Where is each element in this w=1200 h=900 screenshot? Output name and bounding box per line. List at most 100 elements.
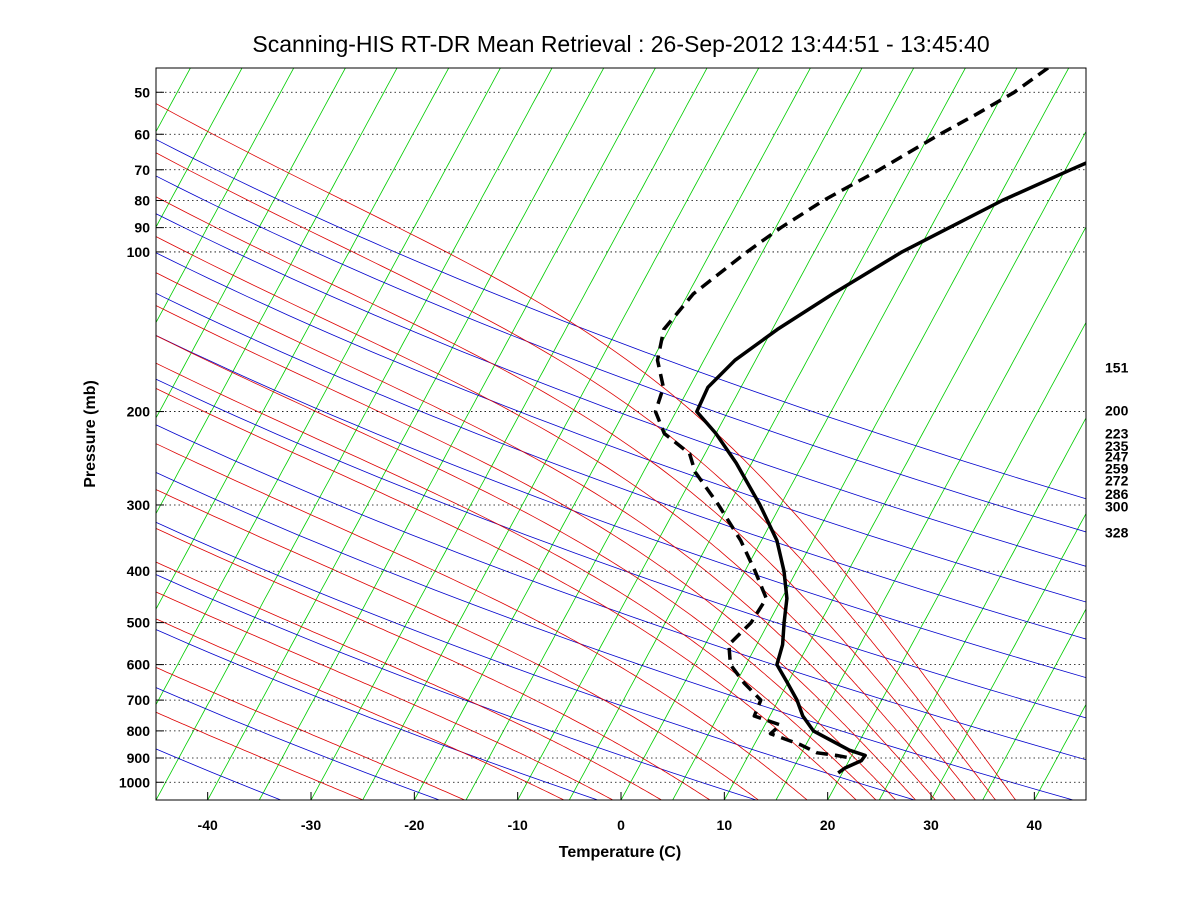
right-label: 272	[1105, 473, 1129, 489]
plot-frame	[155, 67, 1087, 801]
moist-adiabat-line	[156, 335, 896, 800]
isotherm-line	[775, 226, 1086, 800]
moist-adiabat-line	[156, 527, 711, 800]
moist-adiabat-line	[156, 561, 662, 800]
isotherm-line	[310, 68, 708, 800]
isotherm-line	[207, 68, 605, 800]
solid-profile-line	[695, 161, 1086, 775]
moist-adiabat-line	[156, 591, 613, 800]
y-tick-label: 60	[134, 126, 150, 142]
isotherm-line	[930, 512, 1086, 800]
x-tick-label: 10	[717, 817, 733, 833]
isotherm-line	[0, 68, 139, 800]
y-tick-label: 80	[134, 193, 150, 209]
background-lines	[0, 68, 1200, 800]
dry-adiabat-line	[156, 748, 281, 800]
isotherm-line	[362, 68, 760, 800]
x-axis-ticks: -40 -30 -20 -10 0 10 20 30 40	[198, 792, 1043, 833]
right-label: 328	[1105, 524, 1129, 540]
x-tick-label: 0	[617, 817, 625, 833]
isotherm-line	[0, 68, 35, 800]
isotherm-line	[723, 130, 1086, 800]
right-label: 223	[1105, 426, 1129, 442]
chart-title: Scanning-HIS RT-DR Mean Retrieval : 26-S…	[252, 31, 989, 57]
dry-adiabat-line	[156, 292, 1086, 640]
right-label: 286	[1105, 486, 1129, 502]
y-tick-label: 300	[127, 497, 151, 513]
moist-adiabat-line	[156, 618, 565, 800]
dry-adiabat-line	[156, 574, 757, 800]
x-tick-label: -20	[404, 817, 424, 833]
dry-adiabat-line	[156, 213, 1086, 567]
x-tick-label: -10	[508, 817, 528, 833]
x-axis-label: Temperature (C)	[559, 844, 681, 861]
moist-adiabat-line	[156, 236, 956, 800]
moist-adiabat-line	[156, 362, 877, 800]
isotherm-line	[156, 68, 553, 800]
dry-adiabat-line	[156, 335, 1086, 679]
profile-series	[653, 68, 1086, 775]
dry-adiabat-line	[156, 139, 1086, 500]
moist-adiabat-line	[156, 103, 1016, 800]
y-tick-label: 70	[134, 162, 150, 178]
right-label: 151	[1105, 359, 1129, 375]
y-tick-label: 400	[127, 563, 151, 579]
isotherm-line	[672, 68, 1070, 800]
isotherm-line	[258, 68, 656, 800]
moist-adiabat-line	[156, 489, 759, 800]
dry-adiabat-line	[156, 629, 598, 800]
dry-adiabat-line	[156, 687, 440, 800]
y-axis-ticks: 50 60 70 80 90 100 200 300 400 500 600 700 800 900 100…	[119, 84, 164, 790]
y-tick-label: 700	[127, 692, 151, 708]
dry-adiabat-line	[0, 68, 122, 800]
dry-adiabat-line	[156, 521, 915, 800]
right-label: 200	[1105, 402, 1129, 418]
y-tick-label: 500	[127, 615, 151, 631]
right-label: 259	[1105, 460, 1129, 476]
x-tick-label: 20	[820, 817, 836, 833]
y-tick-label: 600	[127, 657, 151, 673]
y-tick-label: 50	[134, 84, 150, 100]
isotherm-line	[620, 68, 1018, 800]
y-tick-label: 100	[127, 244, 151, 260]
isotherm-line	[156, 68, 398, 515]
dry-adiabat-line	[156, 175, 1086, 533]
isotherm-line	[0, 68, 87, 800]
dry-adiabat-line	[156, 252, 1086, 603]
isotherm-line	[982, 608, 1086, 800]
x-tick-label: 30	[923, 817, 939, 833]
y-tick-label: 90	[134, 220, 150, 236]
right-label: 247	[1105, 448, 1129, 464]
x-tick-label: 40	[1027, 817, 1043, 833]
isotherm-line	[878, 417, 1086, 800]
y-axis-label: Pressure (mb)	[82, 380, 99, 488]
x-tick-label: -30	[301, 817, 321, 833]
pressure-gridlines	[156, 91, 1086, 783]
x-tick-label: -40	[198, 817, 218, 833]
moist-adiabat-line	[156, 272, 936, 800]
moist-adiabat-line	[156, 443, 808, 800]
isotherm-line	[156, 68, 501, 706]
y-tick-label: 1000	[119, 774, 150, 790]
right-label: 235	[1105, 438, 1129, 454]
isotherm-line	[156, 68, 243, 228]
moist-adiabat-line	[156, 196, 976, 800]
isotherm-line	[156, 68, 346, 419]
isotherm-line	[156, 68, 295, 324]
isotherm-line	[156, 68, 450, 610]
dry-adiabat-line	[156, 378, 1086, 719]
right-label: 300	[1105, 498, 1129, 514]
isotherm-line	[1189, 68, 1200, 800]
isotherm-line	[1138, 68, 1200, 800]
isotherm-line	[1085, 799, 1086, 800]
moist-adiabat-line	[156, 305, 916, 800]
dry-adiabat-line	[156, 424, 1086, 761]
dashed-profile-line	[653, 68, 1050, 760]
y-tick-label: 200	[127, 404, 151, 420]
moist-adiabat-line	[156, 388, 857, 800]
isotherm-line	[827, 321, 1086, 800]
dry-adiabat-line	[156, 472, 1074, 800]
isotherm-line	[568, 68, 966, 800]
